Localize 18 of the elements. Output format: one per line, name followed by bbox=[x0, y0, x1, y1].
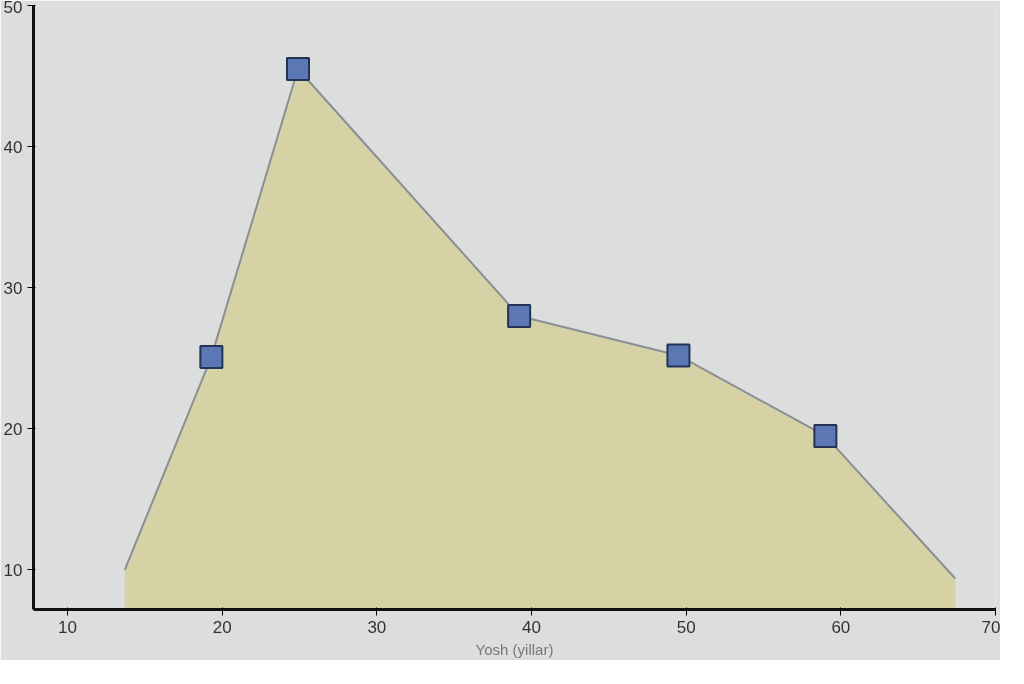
point bbox=[666, 343, 691, 368]
y-tick-label: 40 bbox=[3, 137, 23, 157]
point bbox=[813, 423, 838, 448]
x-tick-label: 50 bbox=[676, 617, 696, 637]
point bbox=[507, 303, 532, 328]
y-tick-label: 50 bbox=[3, 0, 23, 17]
y-tick-label: 10 bbox=[3, 560, 23, 580]
x-tick-label: 20 bbox=[212, 617, 232, 637]
x-tick-label: 70 bbox=[981, 617, 1001, 637]
y-tick-label: 20 bbox=[3, 419, 23, 439]
x-tick-label: 30 bbox=[367, 617, 387, 637]
x-tick-label: 10 bbox=[58, 617, 77, 637]
x-tick-label: 60 bbox=[831, 617, 851, 637]
point bbox=[285, 57, 310, 81]
point bbox=[199, 344, 224, 369]
x-axis-title: Yosh (yillar) bbox=[475, 640, 554, 658]
x-tick-label: 40 bbox=[522, 617, 541, 637]
y-tick-label: 30 bbox=[3, 278, 23, 298]
